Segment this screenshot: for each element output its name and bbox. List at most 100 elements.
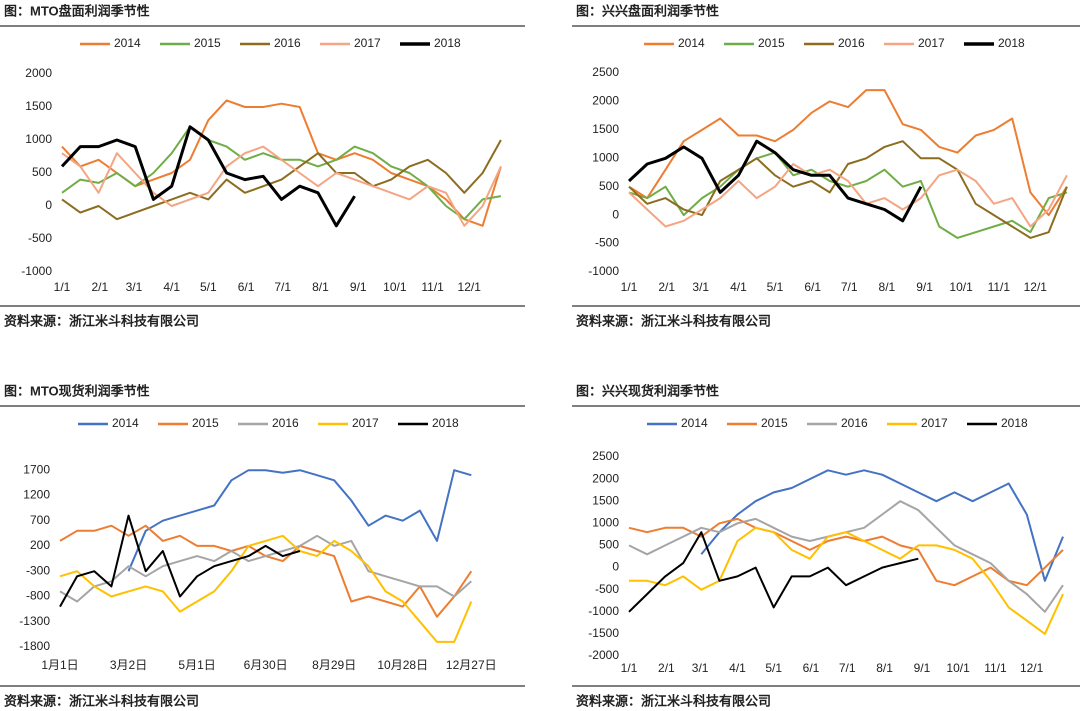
x-tick-label: 1月1日	[41, 658, 78, 672]
legend-label: 2016	[838, 36, 865, 50]
x-tick-label: 7/1	[841, 280, 858, 294]
legend-label: 2018	[432, 416, 459, 430]
series-line	[628, 89, 1068, 217]
x-tick-label: 5/1	[767, 280, 784, 294]
x-tick-label: 12/1	[1024, 280, 1048, 294]
legend-label: 2015	[192, 416, 219, 430]
series-line	[59, 534, 472, 603]
y-tick-label: 700	[30, 513, 50, 527]
y-tick-label: 500	[599, 179, 619, 193]
x-tick-label: 6/1	[238, 280, 255, 294]
source: 资料来源：浙江米斗科技有限公司	[576, 693, 771, 708]
y-tick-label: -500	[28, 231, 52, 245]
x-tick-label: 8月29日	[312, 658, 356, 672]
legend-label: 2014	[114, 36, 141, 50]
x-tick-label: 9/1	[914, 661, 931, 675]
series-line	[61, 139, 502, 221]
chart-title: 图：MTO盘面利润季节性	[4, 3, 150, 18]
x-tick-label: 11/1	[984, 661, 1007, 675]
x-tick-label: 10/1	[949, 280, 973, 294]
chart-title: 图：MTO现货利润季节性	[4, 383, 150, 398]
legend-label: 2018	[998, 36, 1025, 50]
series-line	[627, 139, 923, 223]
series-line	[60, 125, 356, 228]
legend-label: 2014	[678, 36, 705, 50]
x-tick-label: 2/1	[91, 280, 108, 294]
x-tick-label: 8/1	[879, 280, 896, 294]
x-tick-label: 10月28日	[377, 658, 428, 672]
x-tick-label: 1/1	[621, 661, 638, 675]
y-tick-label: -1500	[588, 626, 619, 640]
x-tick-label: 3月2日	[110, 658, 147, 672]
legend-label: 2016	[274, 36, 301, 50]
legend-label: 2017	[918, 36, 945, 50]
x-tick-label: 3/1	[126, 280, 143, 294]
x-tick-label: 4/1	[730, 280, 747, 294]
series-line	[61, 99, 502, 227]
series-line	[628, 500, 1064, 613]
chart-title: 图：兴兴盘面利润季节性	[576, 3, 719, 18]
legend-label: 2016	[841, 416, 868, 430]
legend-label: 2014	[681, 416, 708, 430]
y-tick-label: -1000	[588, 264, 619, 278]
x-tick-label: 11/1	[421, 280, 444, 294]
x-tick-label: 7/1	[839, 661, 856, 675]
legend-label: 2018	[1001, 416, 1028, 430]
y-tick-label: 1500	[592, 122, 619, 136]
y-tick-label: 1500	[25, 99, 52, 113]
source: 资料来源：浙江米斗科技有限公司	[4, 313, 199, 328]
x-tick-label: 4/1	[729, 661, 746, 675]
x-tick-label: 2/1	[658, 661, 675, 675]
x-tick-label: 7/1	[274, 280, 291, 294]
legend-label: 2017	[921, 416, 948, 430]
x-tick-label: 12/1	[458, 280, 482, 294]
series-line	[61, 125, 502, 221]
y-tick-label: 2000	[25, 66, 52, 80]
y-tick-label: 1000	[592, 150, 619, 164]
y-tick-label: -500	[595, 236, 619, 250]
legend-label: 2016	[272, 416, 299, 430]
x-tick-label: 1/1	[54, 280, 71, 294]
source: 资料来源：浙江米斗科技有限公司	[4, 693, 199, 708]
y-tick-label: -2000	[588, 648, 619, 662]
y-tick-label: 2500	[592, 65, 619, 79]
y-tick-label: -1800	[19, 639, 50, 653]
x-tick-label: 6/1	[804, 280, 821, 294]
x-tick-label: 5/1	[765, 661, 782, 675]
y-tick-label: 1700	[23, 462, 50, 476]
series-line	[59, 534, 473, 643]
y-tick-label: -1000	[21, 264, 52, 278]
series-line	[628, 163, 1068, 228]
y-tick-label: -300	[26, 563, 50, 577]
x-tick-label: 9/1	[916, 280, 933, 294]
series-line	[628, 151, 1068, 239]
legend-label: 2018	[434, 36, 461, 50]
series-line	[61, 145, 502, 227]
x-tick-label: 8/1	[312, 280, 329, 294]
series-line	[700, 469, 1064, 582]
legend-label: 2015	[761, 416, 788, 430]
series-line	[628, 140, 1068, 239]
x-tick-label: 2/1	[658, 280, 675, 294]
x-tick-label: 9/1	[350, 280, 367, 294]
y-tick-label: 1000	[25, 132, 52, 146]
x-tick-label: 8/1	[876, 661, 893, 675]
x-tick-label: 12/1	[1020, 661, 1044, 675]
y-tick-label: -1000	[588, 604, 619, 618]
legend-label: 2015	[758, 36, 785, 50]
x-tick-label: 4/1	[163, 280, 180, 294]
y-tick-label: 0	[612, 560, 619, 574]
y-tick-label: 2000	[592, 94, 619, 108]
legend-label: 2014	[112, 416, 139, 430]
series-line	[629, 526, 1064, 635]
x-tick-label: 3/1	[692, 280, 709, 294]
x-tick-label: 10/1	[383, 280, 407, 294]
y-tick-label: -500	[595, 582, 619, 596]
x-tick-label: 12月27日	[446, 658, 497, 672]
y-tick-label: 1000	[592, 516, 619, 530]
series-line	[59, 514, 301, 608]
y-tick-label: 500	[32, 165, 52, 179]
